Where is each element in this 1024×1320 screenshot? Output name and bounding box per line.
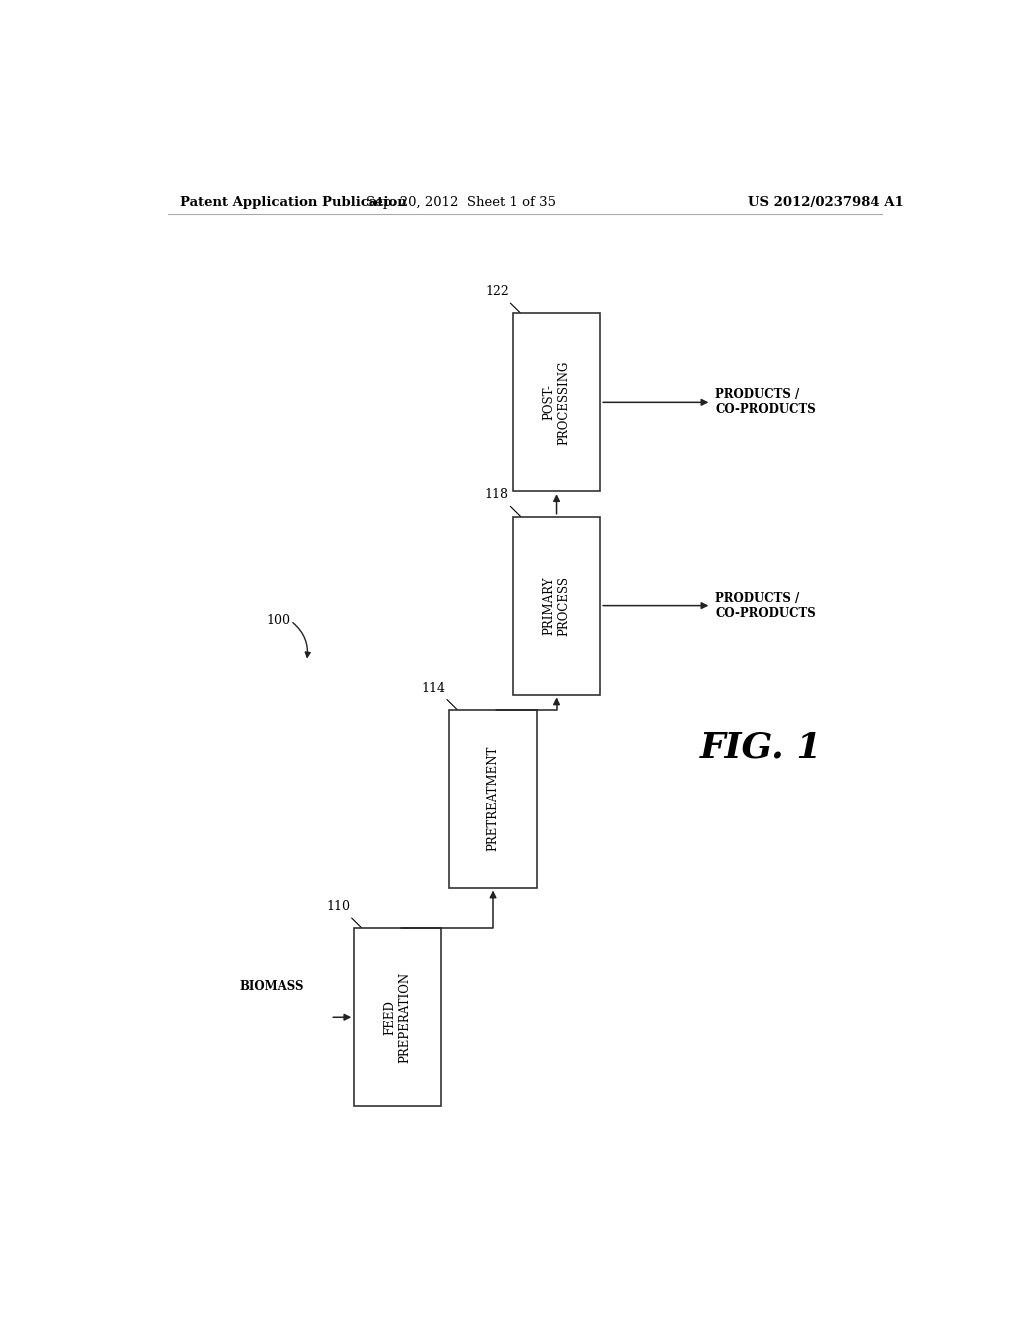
Text: 122: 122 [485, 285, 509, 298]
Text: 110: 110 [327, 900, 350, 913]
Bar [450, 710, 537, 887]
Text: PRODUCTS /
CO-PRODUCTS: PRODUCTS / CO-PRODUCTS [716, 388, 816, 416]
Text: 118: 118 [485, 488, 509, 502]
Text: 100: 100 [267, 614, 291, 627]
Text: FEED
PREPERATION: FEED PREPERATION [384, 972, 412, 1063]
Bar [354, 928, 441, 1106]
Text: Patent Application Publication: Patent Application Publication [179, 195, 407, 209]
Text: PRIMARY
PROCESS: PRIMARY PROCESS [543, 576, 570, 636]
Text: PRETREATMENT: PRETREATMENT [486, 746, 500, 851]
Text: Sep. 20, 2012  Sheet 1 of 35: Sep. 20, 2012 Sheet 1 of 35 [367, 195, 556, 209]
Text: US 2012/0237984 A1: US 2012/0237984 A1 [749, 195, 904, 209]
Text: PRODUCTS /
CO-PRODUCTS: PRODUCTS / CO-PRODUCTS [716, 591, 816, 619]
Bar [513, 516, 600, 694]
Text: POST-
PROCESSING: POST- PROCESSING [543, 360, 570, 445]
Text: 114: 114 [422, 681, 445, 694]
Text: FIG. 1: FIG. 1 [699, 731, 822, 764]
Text: BIOMASS: BIOMASS [240, 981, 303, 993]
Bar [513, 313, 600, 491]
